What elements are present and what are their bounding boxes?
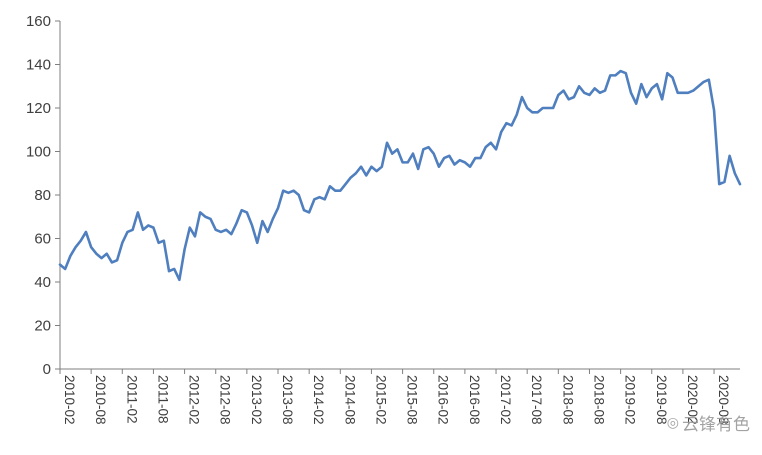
x-tick-label: 2014-08 [342, 375, 357, 425]
y-tick-label: 60 [34, 231, 51, 248]
y-tick-label: 20 [34, 318, 51, 335]
y-tick-label: 160 [26, 13, 51, 30]
y-tick-label: 40 [34, 274, 51, 291]
x-tick-label: 2019-02 [623, 375, 638, 425]
x-tick-label: 2010-02 [62, 375, 77, 425]
y-axis: 0 20 40 60 80 100 120 140 160 [26, 13, 61, 378]
x-tick-label: 2019-08 [654, 375, 669, 425]
watermark-text: 云锋有色 [682, 415, 750, 435]
x-tick-label: 2015-02 [373, 375, 388, 425]
x-tick-label: 2012-02 [187, 375, 202, 425]
y-tick-label: 120 [26, 100, 51, 117]
x-tick-label: 2017-02 [498, 375, 513, 425]
x-tick-label: 2014-02 [311, 375, 326, 425]
x-tick-label: 2013-02 [249, 375, 264, 425]
y-tick-label: 80 [34, 187, 51, 204]
y-tick-label: 0 [43, 361, 51, 378]
x-tick-label: 2016-08 [467, 375, 482, 425]
x-tick-label: 2018-08 [591, 375, 606, 425]
x-tick-label: 2015-08 [405, 375, 420, 425]
x-tick-label: 2011-02 [124, 375, 139, 424]
x-tick-label: 2011-08 [155, 375, 170, 424]
wechat-icon: ◎ [666, 414, 679, 431]
x-tick-label: 2020-08 [716, 375, 731, 425]
x-tick-label: 2010-08 [93, 375, 108, 425]
x-tick-label: 2013-08 [280, 375, 295, 425]
x-axis: 2010-02 2010-08 2011-02 2011-08 2012-02 2012-… [59, 368, 740, 425]
x-tick-label: 2012-08 [218, 375, 233, 425]
y-tick-label: 140 [26, 57, 51, 74]
y-tick-label: 100 [26, 144, 51, 161]
series-line [58, 69, 742, 282]
x-tick-label: 2017-08 [529, 375, 544, 425]
x-tick-label: 2018-08 [560, 375, 575, 425]
watermark: ◎ 云锋有色 [666, 410, 750, 436]
x-tick-label: 2020-02 [685, 375, 700, 425]
x-tick-label: 2016-02 [436, 375, 451, 425]
